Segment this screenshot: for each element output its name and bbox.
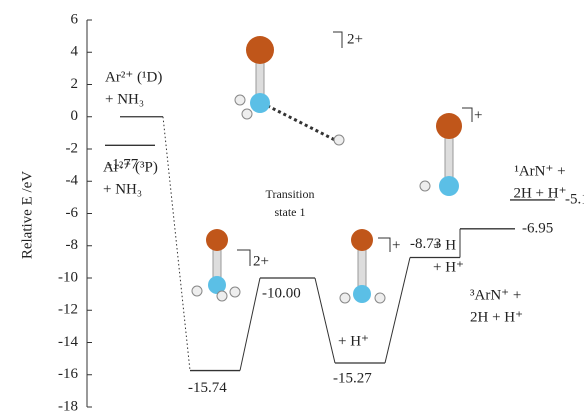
- y-tick-label: -4: [66, 173, 79, 189]
- connector: [240, 278, 260, 371]
- annotation: + H⁺: [338, 333, 369, 349]
- y-tick-label: -6: [66, 205, 79, 221]
- y-tick-label: -10: [58, 269, 78, 285]
- y-tick-label: 4: [71, 44, 79, 60]
- y-tick-label: 0: [71, 108, 79, 124]
- y-tick-label: -14: [58, 334, 78, 350]
- molecule-2: [340, 229, 385, 303]
- annotation: Ar²⁺ (¹D): [105, 69, 162, 85]
- connector: [385, 258, 410, 363]
- annotation: 2H + H⁺: [513, 185, 566, 201]
- y-tick-label: -8: [66, 237, 79, 253]
- y-tick-label: 6: [71, 11, 79, 27]
- annotation: + H⁺: [433, 259, 464, 275]
- y-axis-label: Relative E /eV: [19, 171, 35, 259]
- annotation: ³ArN⁺ +: [470, 287, 521, 303]
- molecule-1: [192, 229, 240, 301]
- value-label: -5.16: [565, 191, 584, 207]
- annotation: ¹ArN⁺ +: [514, 163, 565, 179]
- chart: Relative E /eV -18 -16 -14 -12 -10 -8 -6: [0, 0, 584, 413]
- annotation: + NH₃: [105, 91, 144, 107]
- annotation: + NH₃: [103, 181, 142, 197]
- molecule-3: [420, 113, 462, 196]
- value-label: -10.00: [262, 285, 301, 301]
- annotation: 2H + H⁺: [470, 309, 523, 325]
- y-tick-label: -18: [58, 398, 78, 413]
- y-tick-label: 2: [71, 76, 79, 92]
- y-tick-label: -2: [66, 140, 79, 156]
- y-tick-label: -12: [58, 302, 78, 318]
- annotation: state 1: [275, 205, 306, 219]
- value-label: -15.27: [333, 370, 372, 386]
- connector: [163, 117, 190, 371]
- annotation: Transition: [266, 187, 315, 201]
- annotation: 2+: [347, 31, 363, 47]
- molecule-ts: [235, 36, 344, 145]
- annotation: +: [474, 107, 482, 123]
- brackets: [237, 32, 472, 266]
- annotation: + H: [433, 237, 456, 253]
- value-label: -6.95: [522, 220, 553, 236]
- annotation: 2+: [253, 253, 269, 269]
- y-tick-label: -16: [58, 366, 78, 382]
- annotation: Ar²⁺ (³P): [103, 159, 158, 175]
- connector: [315, 278, 335, 363]
- annotation: +: [392, 237, 400, 253]
- value-label: -15.74: [188, 380, 227, 396]
